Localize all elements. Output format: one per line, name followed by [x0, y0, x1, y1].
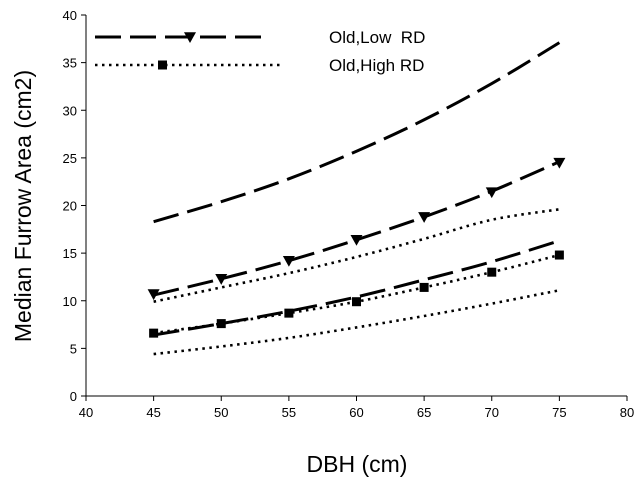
x-tick-label: 60 [349, 405, 363, 420]
data-point-triangle [282, 255, 295, 267]
legend-marker-triangle [184, 32, 196, 43]
data-point-triangle [147, 289, 160, 301]
x-tick-label: 65 [417, 405, 431, 420]
legend-entry-old-high-rd: Old,High RD [95, 56, 424, 75]
x-tick-label: 45 [146, 405, 160, 420]
data-point-triangle [485, 187, 498, 199]
x-axis-ticks: 40 45 50 55 60 65 70 75 80 [79, 396, 634, 420]
plot-area: 40 45 50 55 60 65 70 75 80 0 5 10 15 20 25 30 35 40 [63, 8, 635, 420]
y-tick-label: 40 [63, 8, 77, 23]
y-tick-label: 30 [63, 103, 77, 118]
y-axis-ticks: 0 5 10 15 20 25 30 35 40 [63, 8, 86, 404]
series-bound-line [153, 41, 561, 224]
data-point-square [419, 282, 429, 292]
series-bound-line [153, 208, 560, 303]
series-old-low-rd [147, 41, 566, 337]
data-point-triangle [553, 157, 566, 169]
data-point-square [216, 319, 226, 329]
y-tick-label: 15 [63, 246, 77, 261]
data-point-square [149, 328, 159, 338]
y-tick-label: 10 [63, 294, 77, 309]
x-tick-label: 50 [214, 405, 228, 420]
x-tick-label: 75 [552, 405, 566, 420]
legend-entry-old-low-rd: Old,Low RD [95, 28, 425, 47]
data-point-square [554, 250, 564, 260]
series-line [153, 253, 560, 335]
data-point-triangle [418, 212, 431, 223]
legend: Old,Low RD Old,High RD [95, 28, 425, 75]
legend-label-old-low-rd: Old,Low RD [329, 28, 425, 47]
x-tick-label: 70 [485, 405, 499, 420]
series-bound-line [153, 239, 560, 337]
series-line [153, 160, 560, 297]
legend-marker-square [158, 60, 167, 70]
x-tick-label: 40 [79, 405, 93, 420]
y-tick-label: 25 [63, 151, 77, 166]
data-point-square [284, 308, 294, 318]
data-point-square [352, 297, 361, 307]
legend-label-old-high-rd: Old,High RD [329, 56, 424, 75]
data-point-square [487, 267, 497, 277]
y-tick-label: 5 [70, 341, 77, 356]
series-layer [147, 41, 566, 356]
data-point-triangle [215, 274, 228, 285]
x-tick-label: 55 [282, 405, 296, 420]
y-axis-title: Median Furrow Area (cm2) [10, 70, 36, 342]
y-tick-label: 0 [70, 389, 77, 404]
x-tick-label: 80 [620, 405, 634, 420]
y-tick-label: 35 [63, 56, 77, 71]
series-bound-line [153, 288, 560, 356]
x-axis-title: DBH (cm) [307, 451, 408, 477]
data-point-triangle [350, 234, 363, 246]
series-old-high-rd [149, 208, 564, 356]
y-tick-label: 20 [63, 199, 77, 214]
